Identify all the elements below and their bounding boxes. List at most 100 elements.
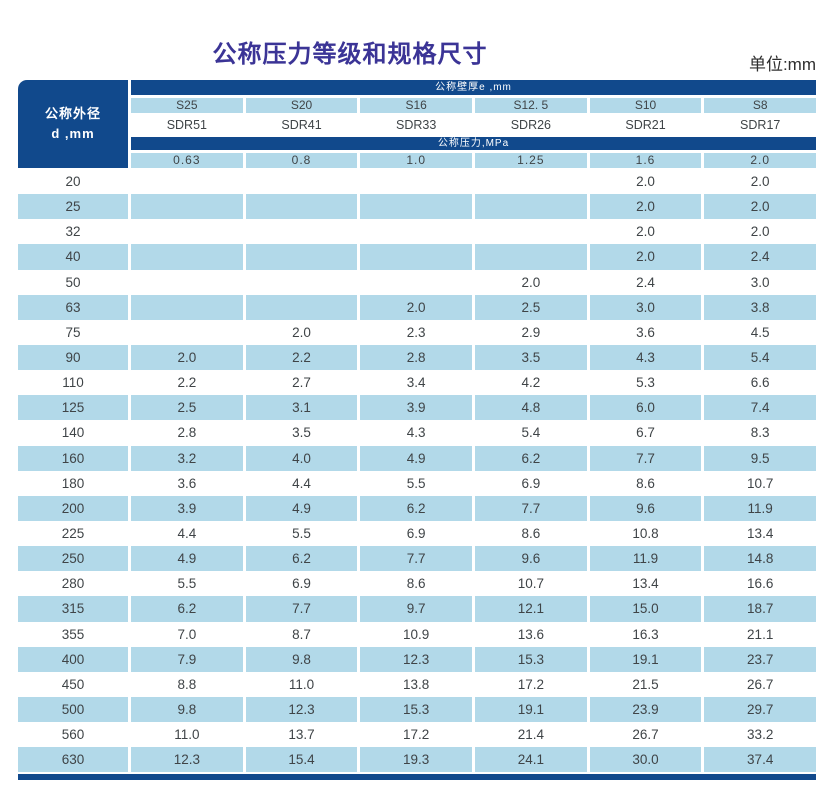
table-row: 90 2.0 2.2 2.8 3.5 4.3 5.4 (18, 344, 817, 371)
outer-diameter-value: 25 (18, 194, 128, 220)
outer-diameter-header-cell: 公称外径 d ,mm (18, 80, 128, 168)
wall-thickness-value: 13.4 (632, 576, 659, 592)
sdr-label: SDR51 (131, 116, 243, 134)
wall-thickness-value: 13.8 (403, 676, 430, 692)
outer-diameter-value: 63 (18, 294, 128, 320)
outer-diameter-value: 450 (61, 676, 85, 692)
wall-thickness-value (131, 270, 243, 295)
table-row: 180 3.6 4.4 5.5 6.9 8.6 10.7 (18, 471, 816, 496)
table-row: 200 3.9 4.9 6.2 7.7 9.6 11.9 (18, 495, 817, 521)
wall-thickness-value: 3.0 (750, 274, 770, 290)
wall-thickness-value: 13.7 (288, 727, 315, 743)
wall-thickness-value: 26.7 (747, 676, 774, 692)
wall-thickness-value: 15.3 (360, 696, 473, 723)
wall-thickness-value (131, 320, 243, 345)
outer-diameter-value: 125 (18, 395, 128, 421)
wall-thickness-value (246, 219, 358, 244)
wall-thickness-value: 12.1 (475, 596, 587, 622)
wall-thickness-value: 4.3 (406, 425, 426, 441)
wall-thickness-value: 21.4 (517, 727, 544, 743)
wall-thickness-value: 15.3 (475, 646, 587, 672)
wall-thickness-value: 4.8 (475, 395, 587, 421)
wall-thickness-value: 7.7 (360, 546, 473, 572)
pipe-spec-table: 公称外径 d ,mm 公称壁厚e ,mm S25 S20 S16 S12. 5 S10 S… (18, 80, 817, 781)
wall-thickness-value: 6.7 (636, 425, 655, 441)
wall-thickness-value: 6.2 (131, 596, 243, 622)
wall-thickness-value: 2.4 (704, 244, 817, 270)
pressure-value: 0.63 (131, 153, 243, 168)
wall-thickness-value: 6.9 (406, 526, 426, 542)
table-row: 560 11.0 13.7 17.2 21.4 26.7 33.2 (18, 722, 816, 747)
wall-thickness-value: 4.9 (245, 495, 358, 521)
series-label: S10 (589, 98, 702, 113)
wall-thickness-value: 33.2 (747, 727, 774, 743)
wall-thickness-value: 4.2 (521, 375, 541, 391)
wall-thickness-value: 17.2 (517, 676, 544, 692)
outer-diameter-value: 140 (61, 425, 85, 441)
wall-thickness-value: 2.4 (636, 274, 655, 290)
wall-thickness-value: 5.5 (177, 576, 197, 592)
outer-diameter-value: 75 (65, 324, 81, 340)
wall-thickness-value: 2.0 (589, 194, 702, 220)
wall-thickness-value: 3.9 (131, 495, 243, 521)
wall-thickness-value: 7.7 (245, 596, 358, 622)
wall-thickness-value: 19.3 (360, 747, 473, 773)
wall-thickness-value: 9.8 (245, 646, 358, 672)
outer-diameter-value: 90 (18, 344, 128, 371)
wall-thickness-value: 2.7 (292, 375, 311, 391)
wall-thickness-value: 5.5 (292, 526, 311, 542)
wall-thickness-value: 21.1 (747, 626, 774, 642)
outer-diameter-value: 200 (18, 495, 128, 521)
wall-thickness-value: 23.7 (704, 646, 817, 672)
table-row: 40 2.0 2.4 (18, 244, 817, 270)
wall-thickness-value: 10.9 (403, 626, 430, 642)
wall-thickness-value: 13.6 (517, 626, 544, 642)
wall-thickness-value: 3.5 (292, 425, 311, 441)
outer-diameter-value: 160 (18, 445, 128, 471)
wall-thickness-value: 5.3 (636, 375, 655, 391)
wall-thickness-value (360, 169, 472, 194)
wall-thickness-value: 24.1 (475, 747, 587, 773)
wall-thickness-header: 公称壁厚e ,mm (131, 80, 816, 95)
wall-thickness-value: 3.5 (475, 344, 587, 371)
wall-thickness-value: 6.2 (475, 445, 587, 471)
wall-thickness-value: 4.4 (177, 526, 197, 542)
wall-thickness-value: 3.0 (589, 294, 702, 320)
outer-diameter-value: 280 (61, 576, 85, 592)
table-row: 450 8.8 11.0 13.8 17.2 21.5 26.7 (18, 672, 816, 697)
outer-diameter-value: 225 (61, 526, 85, 542)
series-label: S12. 5 (475, 98, 587, 113)
wall-thickness-value: 6.0 (589, 395, 702, 421)
wall-thickness-value: 9.6 (589, 495, 702, 521)
wall-thickness-value: 9.5 (704, 445, 817, 471)
wall-thickness-value: 7.9 (131, 646, 243, 672)
wall-thickness-value (475, 169, 587, 194)
pressure-value: 1.6 (589, 153, 702, 168)
table-row: 32 2.0 2.0 (18, 219, 816, 244)
wall-thickness-value: 8.6 (521, 526, 541, 542)
outer-diameter-value: 355 (61, 626, 85, 642)
wall-thickness-value: 2.2 (245, 344, 358, 371)
page-header: 公称压力等级和规格尺寸 单位:mm (0, 34, 833, 74)
table-row: 25 2.0 2.0 (18, 194, 817, 220)
wall-thickness-value (246, 169, 358, 194)
wall-thickness-value (360, 219, 472, 244)
series-label: S25 (131, 98, 243, 113)
wall-thickness-value (131, 244, 243, 270)
outer-diameter-value: 630 (18, 747, 128, 773)
wall-thickness-value (245, 294, 358, 320)
table-row: 140 2.8 3.5 4.3 5.4 6.7 8.3 (18, 420, 816, 445)
wall-thickness-value: 3.9 (360, 395, 473, 421)
pressure-value: 1.25 (475, 153, 587, 168)
sdr-label: SDR41 (245, 116, 358, 134)
outer-diameter-label-line2: d ,mm (51, 126, 95, 141)
outer-diameter-value: 40 (18, 244, 128, 270)
wall-thickness-value: 2.2 (177, 375, 197, 391)
wall-thickness-value: 5.4 (704, 344, 817, 371)
wall-thickness-value: 2.8 (177, 425, 197, 441)
wall-thickness-value: 2.0 (131, 344, 243, 371)
page-title: 公称压力等级和规格尺寸 (212, 41, 488, 68)
wall-thickness-value (246, 270, 358, 295)
wall-thickness-value: 12.3 (131, 747, 243, 773)
table-row: 225 4.4 5.5 6.9 8.6 10.8 13.4 (18, 521, 816, 546)
